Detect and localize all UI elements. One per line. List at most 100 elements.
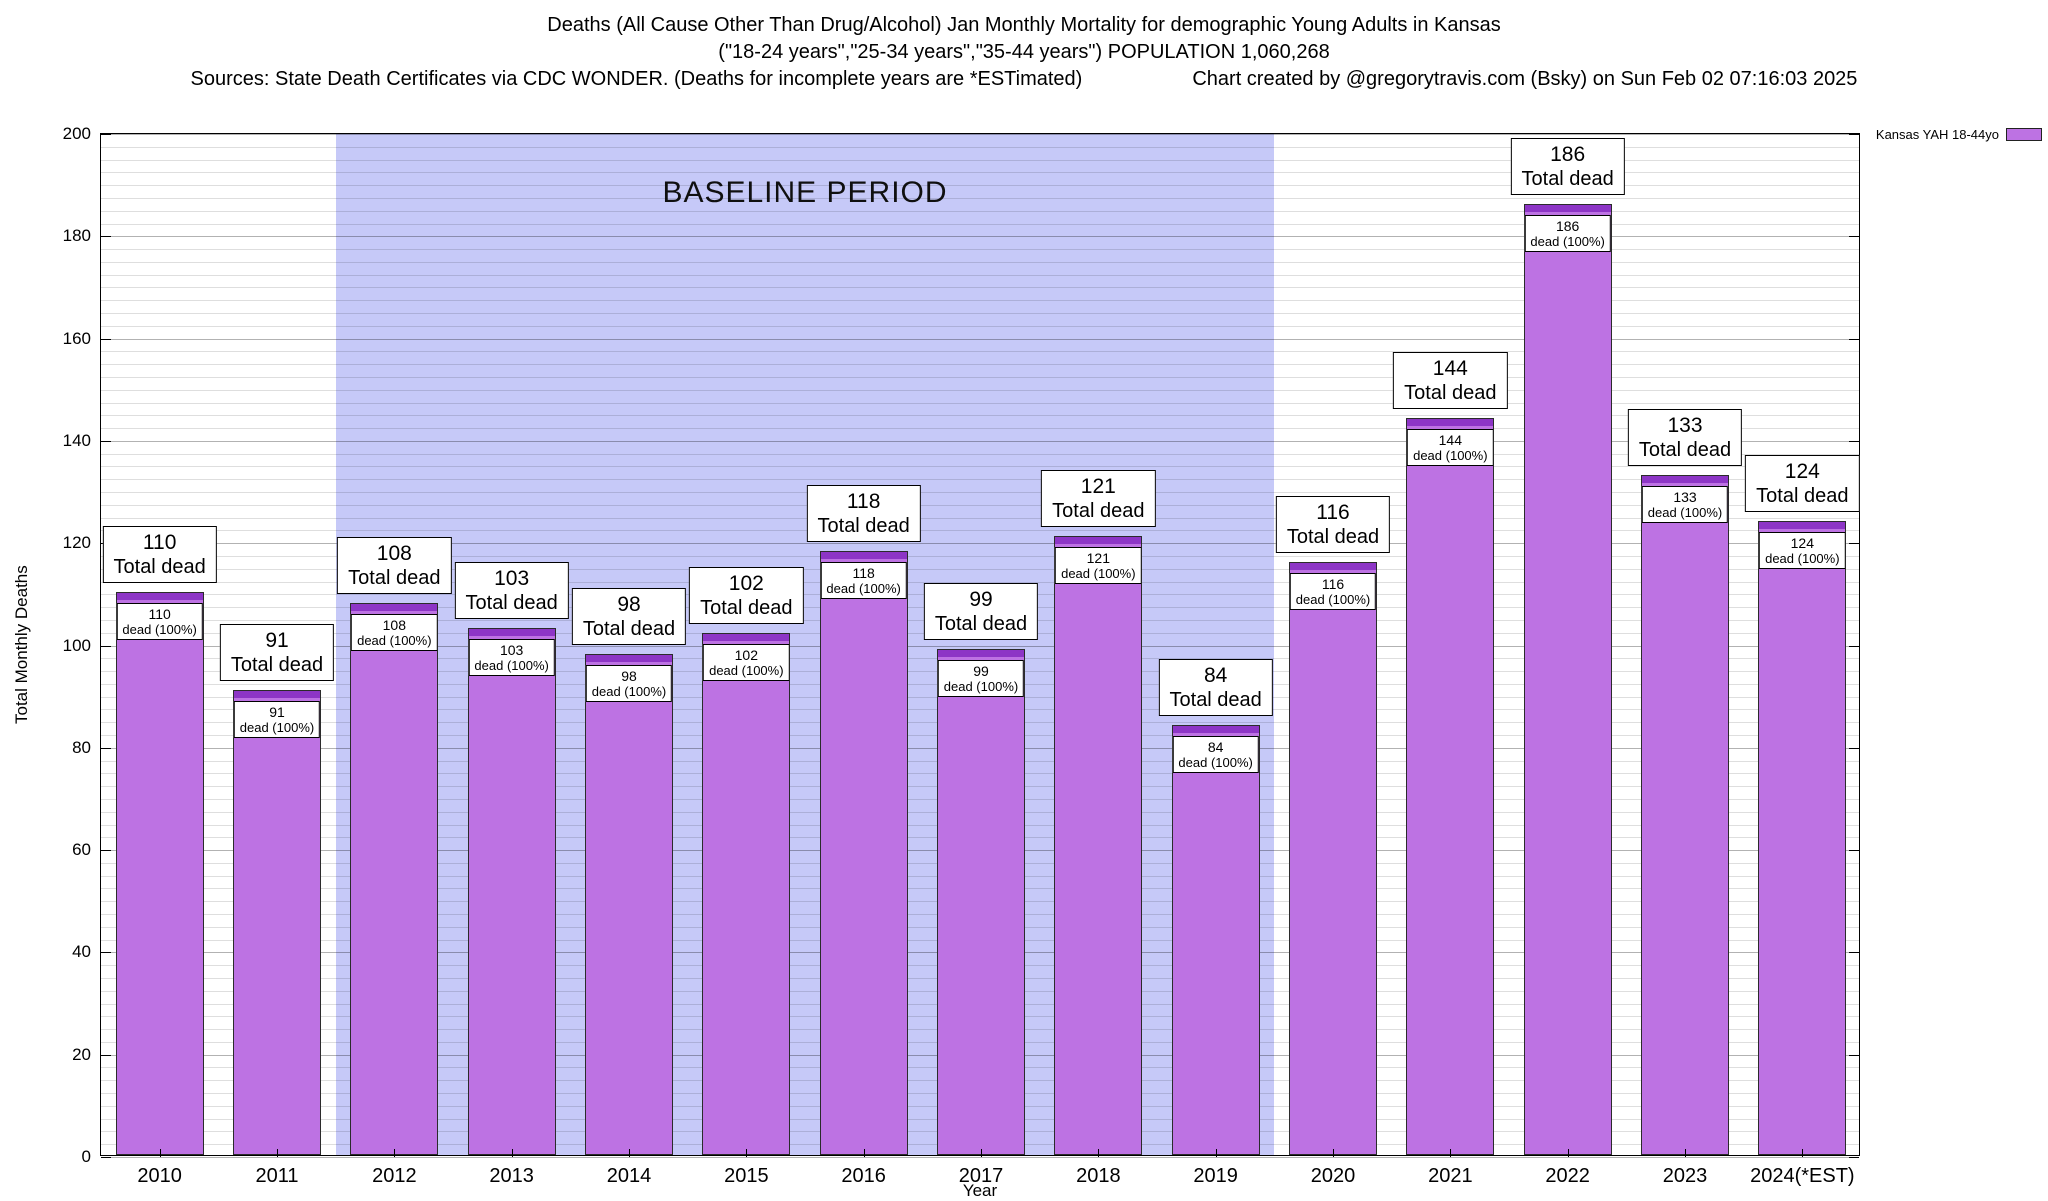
bar-total-value: 102 — [728, 572, 764, 596]
y-axis-tick-label: 160 — [62, 328, 91, 348]
bar-inner-value: 186 — [1555, 217, 1580, 234]
bar-total-text: Total dead — [465, 592, 558, 615]
legend: Kansas YAH 18-44yo — [1876, 127, 2042, 142]
bar-cap — [1759, 521, 1846, 529]
y-tick-mark-right — [1849, 1054, 1859, 1056]
bar-inner-text: dead (100%) — [1061, 566, 1136, 582]
gridline-minor — [101, 364, 1859, 366]
y-axis-tick-label: 0 — [81, 1147, 91, 1166]
gridline-minor — [101, 568, 1859, 570]
bar-2018 — [1054, 536, 1143, 1155]
x-tick-mark — [1802, 1149, 1804, 1157]
y-tick-mark-right — [1849, 134, 1859, 135]
gridline-major — [101, 440, 1859, 442]
bar-total-label: 108 Total dead — [337, 536, 452, 594]
bar-2023 — [1641, 474, 1729, 1155]
bar-inner-value: 84 — [1207, 739, 1224, 756]
bar-cap — [820, 552, 907, 560]
chart-header: Deaths (All Cause Other Than Drug/Alcoho… — [0, 12, 2048, 93]
bar-total-text: Total dead — [348, 566, 441, 589]
bar-inner-label: 103 dead (100%) — [468, 639, 555, 677]
gridline-minor — [101, 530, 1859, 532]
bar-inner-label: 144 dead (100%) — [1407, 429, 1494, 467]
y-tick-mark-right — [1849, 543, 1859, 545]
gridline-major — [101, 645, 1859, 647]
bar-inner-value: 121 — [1086, 550, 1111, 567]
y-tick-mark-left — [101, 1054, 111, 1056]
x-tick-mark — [394, 1149, 396, 1157]
gridline-minor — [101, 146, 1859, 148]
chart-sources: Sources: State Death Certificates via CD… — [190, 68, 1083, 90]
bar-inner-label: 98 dead (100%) — [585, 664, 673, 702]
y-tick-mark-right — [1849, 747, 1859, 749]
bar-cap — [351, 603, 438, 611]
x-tick-mark — [277, 1149, 278, 1157]
chart-subtitle: ("18-24 years","25-34 years","35-44 year… — [718, 41, 1330, 63]
y-tick-mark-right — [1849, 338, 1859, 340]
bar-inner-label: 84 dead (100%) — [1172, 736, 1259, 774]
bar-total-label: 133 Total dead — [1627, 408, 1743, 466]
bar-cap — [234, 690, 320, 698]
bar-total-value: 144 — [1432, 357, 1468, 381]
gridline-minor — [101, 492, 1859, 494]
y-tick-mark-right — [1849, 952, 1859, 954]
bar-inner-label: 116 dead (100%) — [1289, 572, 1377, 610]
bar-total-text: Total dead — [1638, 438, 1732, 461]
x-axis-tick-label: 2015 — [724, 1165, 769, 1187]
bar-total-text: Total dead — [1756, 484, 1849, 507]
gridline-minor — [101, 313, 1859, 315]
x-axis-tick-label: 2010 — [137, 1165, 182, 1187]
bar-total-value: 108 — [376, 541, 412, 565]
bar-total-text: Total dead — [934, 612, 1028, 635]
bar-cap — [1524, 204, 1611, 212]
bar-inner-value: 91 — [269, 703, 285, 720]
gridline-minor — [101, 402, 1859, 404]
x-axis-tick-label: 2021 — [1428, 1165, 1473, 1187]
bar-inner-text: dead (100%) — [1647, 504, 1723, 520]
bar-2010 — [115, 592, 204, 1155]
y-tick-mark-left — [101, 134, 111, 135]
bar-inner-value: 118 — [852, 565, 875, 582]
gridline-minor — [101, 274, 1859, 276]
y-axis-tick-label: 120 — [62, 533, 91, 553]
y-tick-mark-left — [101, 236, 111, 238]
bar-total-value: 98 — [617, 592, 641, 616]
y-tick-mark-right — [1849, 850, 1859, 852]
gridline-minor — [101, 389, 1859, 391]
bar-total-text: Total dead — [1286, 525, 1380, 548]
bar-total-label: 91 Total dead — [219, 623, 335, 681]
bar-inner-label: 108 dead (100%) — [351, 613, 438, 651]
x-axis-tick-label: 2020 — [1310, 1165, 1356, 1187]
gridline-minor — [101, 325, 1859, 327]
bar-total-value: 84 — [1203, 664, 1228, 688]
y-tick-mark-right — [1849, 236, 1859, 238]
gridline-minor — [101, 351, 1859, 353]
bar-total-value: 91 — [265, 628, 289, 652]
baseline-period-label: BASELINE PERIOD — [662, 176, 948, 209]
bar-inner-value: 110 — [148, 606, 171, 623]
bar-inner-value: 116 — [1321, 575, 1345, 592]
bar-2024(*EST) — [1758, 520, 1847, 1155]
gridline-minor — [101, 185, 1859, 187]
bar-inner-text: dead (100%) — [943, 678, 1019, 694]
bar-inner-text: dead (100%) — [122, 622, 197, 638]
y-tick-mark-right — [1849, 440, 1859, 442]
bar-total-value: 124 — [1784, 459, 1820, 483]
bar-2012 — [350, 602, 439, 1155]
bar-total-text: Total dead — [1169, 689, 1262, 712]
bar-cap — [1642, 475, 1728, 483]
x-tick-mark — [1567, 1149, 1569, 1157]
axis-tick-layer: 0 20 40 60 80 100 120 140 160 180 200 2010 2011 2012 2… — [63, 124, 1859, 1187]
y-axis-tick-label: 60 — [72, 840, 91, 860]
bar-inner-text: dead (100%) — [1295, 591, 1371, 607]
x-axis-tick-label: 2022 — [1545, 1165, 1590, 1187]
x-axis-tick-label: 2013 — [489, 1165, 534, 1187]
bar-total-value: 121 — [1080, 475, 1116, 499]
bar-total-text: Total dead — [1404, 382, 1497, 405]
bar-inner-value: 102 — [734, 647, 759, 664]
y-tick-mark-right — [1849, 645, 1859, 647]
y-axis-tick-label: 80 — [72, 737, 91, 757]
x-tick-mark — [1215, 1149, 1217, 1157]
bar-2015 — [702, 633, 791, 1155]
bar-inner-label: 99 dead (100%) — [937, 659, 1025, 697]
